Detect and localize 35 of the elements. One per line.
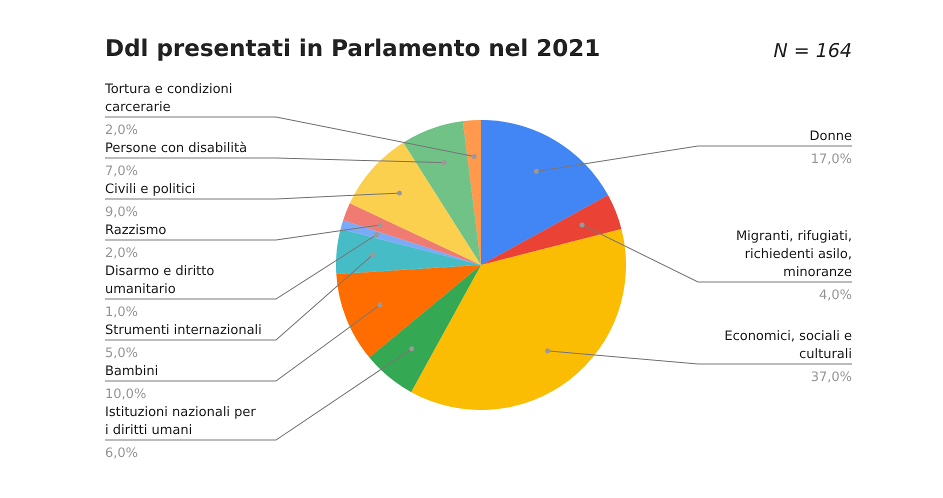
pie-slice xyxy=(340,220,481,265)
pie-slice xyxy=(369,265,481,392)
data-label: 10,0% xyxy=(105,387,146,402)
slice-label: Civili e politici xyxy=(105,182,196,197)
data-label: 9,0% xyxy=(105,205,138,220)
slice-label: Migranti, rifugiati, richiedenti asilo, minoranze xyxy=(736,229,852,280)
data-label: 4,0% xyxy=(818,288,852,303)
slice-label: Economici, sociali e culturali xyxy=(724,329,852,362)
slice-label: Istituzioni nazionali per i diritti umani xyxy=(105,405,256,438)
data-label: 5,0% xyxy=(105,346,138,361)
pie-slice xyxy=(343,203,481,265)
pie-slice xyxy=(336,265,481,358)
data-label: 6,0% xyxy=(105,446,138,461)
data-label: 17,0% xyxy=(810,152,852,167)
data-label: 7,0% xyxy=(105,164,138,179)
chart-title: Ddl presentati in Parlamento nel 2021 xyxy=(105,36,600,62)
pie-slice xyxy=(481,120,608,265)
slice-label: Tortura e condizioni carcerarie xyxy=(104,82,232,115)
data-label: 2,0% xyxy=(105,123,138,138)
slice-label: Donne xyxy=(810,129,852,144)
slice-label: Persone con disabilità xyxy=(105,141,248,156)
slice-label: Strumenti internazionali xyxy=(105,323,262,338)
slice-label: Razzismo xyxy=(105,223,166,238)
pie-slice xyxy=(336,228,481,274)
slice-label: Bambini xyxy=(105,364,158,379)
pie-slice xyxy=(462,120,481,265)
data-label: 1,0% xyxy=(105,305,138,320)
pie-slice xyxy=(481,195,622,265)
pie-slice xyxy=(403,121,481,265)
pie-slice xyxy=(411,228,626,410)
chart-subtitle: N = 164 xyxy=(774,40,852,62)
data-label: 37,0% xyxy=(810,370,852,385)
slice-label: Disarmo e diritto umanitario xyxy=(105,264,214,297)
pie-slice xyxy=(350,142,481,265)
data-label: 2,0% xyxy=(105,246,138,261)
